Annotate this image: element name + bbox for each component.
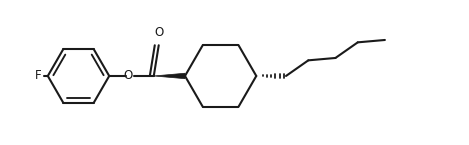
Text: O: O: [123, 69, 133, 83]
Text: O: O: [154, 26, 163, 39]
Text: F: F: [35, 69, 41, 83]
Polygon shape: [154, 73, 185, 79]
